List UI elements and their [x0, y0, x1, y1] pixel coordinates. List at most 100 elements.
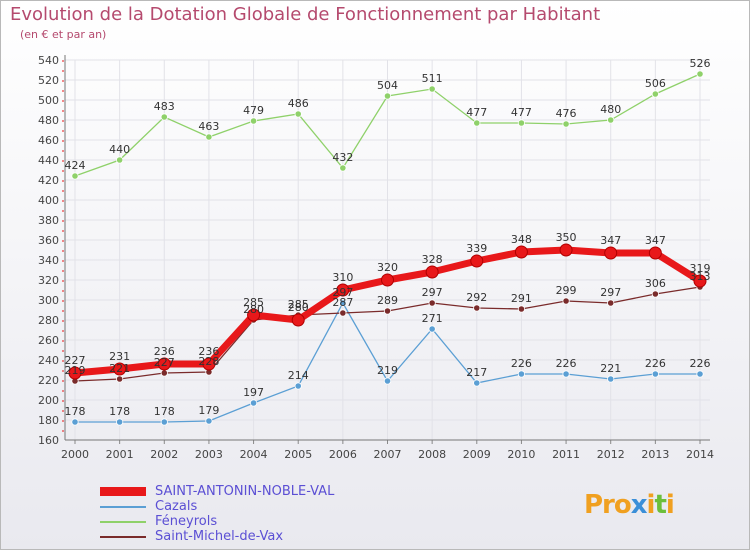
data-label: 483	[154, 100, 175, 113]
data-label: 347	[645, 234, 666, 247]
data-point	[157, 357, 171, 371]
data-point	[517, 119, 526, 127]
data-point	[160, 418, 168, 426]
data-point	[562, 370, 570, 378]
data-point	[473, 119, 481, 127]
data-point	[291, 313, 305, 327]
data-label: 280	[288, 301, 309, 314]
data-point	[425, 265, 439, 279]
data-point	[607, 116, 615, 124]
data-label: 432	[332, 151, 353, 164]
data-label: 231	[109, 350, 130, 363]
proxiti-logo: Proxiti	[584, 490, 675, 520]
data-point	[71, 418, 79, 426]
data-label: 476	[556, 107, 577, 120]
legend-swatch	[100, 506, 146, 508]
data-point	[202, 357, 216, 371]
logo-part-i2: i	[665, 490, 675, 520]
data-point	[383, 92, 392, 100]
data-label: 511	[422, 72, 443, 85]
data-label: 271	[422, 312, 443, 325]
data-point	[381, 273, 394, 287]
legend-label: Féneyrols	[155, 514, 218, 529]
x-tick-label: 2002	[150, 448, 178, 461]
legend-label: Saint-Michel-de-Vax	[155, 529, 284, 544]
data-label: 285	[243, 296, 264, 309]
data-point	[651, 290, 659, 298]
data-label: 486	[288, 97, 309, 110]
data-point	[294, 110, 302, 118]
data-point	[696, 370, 704, 378]
data-label: 197	[243, 386, 264, 399]
data-point	[336, 283, 350, 297]
data-point	[562, 120, 570, 128]
y-tick-label: 220	[38, 374, 59, 387]
data-point	[517, 370, 526, 378]
x-tick-label: 2000	[61, 448, 89, 461]
y-tick-label: 300	[38, 294, 59, 307]
legend-swatch	[100, 536, 146, 538]
data-point	[651, 370, 659, 378]
data-label: 287	[332, 296, 353, 309]
data-label: 178	[154, 405, 175, 418]
y-tick-label: 480	[38, 114, 59, 127]
data-point	[71, 172, 79, 180]
data-label: 504	[377, 79, 398, 92]
data-point	[116, 156, 124, 164]
y-tick-label: 280	[38, 314, 59, 327]
y-tick-label: 240	[38, 354, 59, 367]
data-label: 463	[198, 120, 219, 133]
data-point	[428, 85, 436, 93]
x-tick-label: 2007	[374, 448, 402, 461]
data-label: 480	[600, 103, 621, 116]
data-label: 424	[65, 159, 86, 172]
y-tick-label: 540	[38, 54, 59, 67]
data-point	[205, 133, 213, 141]
data-point	[205, 417, 213, 425]
y-tick-label: 340	[38, 254, 59, 267]
x-tick-label: 2004	[240, 448, 268, 461]
data-label: 291	[511, 292, 532, 305]
x-tick-label: 2008	[418, 448, 446, 461]
data-point	[651, 90, 659, 98]
data-label: 219	[377, 364, 398, 377]
data-point	[294, 382, 302, 390]
chart-subtitle: (en € et par an)	[20, 28, 107, 41]
data-label: 297	[422, 286, 443, 299]
data-label: 506	[645, 77, 666, 90]
y-tick-label: 400	[38, 194, 59, 207]
data-label: 310	[332, 271, 353, 284]
series-layer	[68, 70, 707, 426]
data-labels: 424 440 483 463 479 486 432 504 511 477 477 476 480 5…	[65, 57, 711, 418]
data-label: 226	[556, 357, 577, 370]
data-label: 226	[645, 357, 666, 370]
logo-part-x: x	[630, 490, 648, 520]
logo-part-i1: i	[646, 490, 656, 520]
data-label: 285	[288, 298, 309, 311]
data-point	[696, 70, 704, 78]
data-point	[562, 297, 570, 305]
data-label: 221	[109, 362, 130, 375]
data-label: 178	[65, 405, 86, 418]
data-point	[607, 375, 615, 383]
data-label: 221	[600, 362, 621, 375]
x-tick-label: 2009	[463, 448, 491, 461]
y-tick-label: 500	[38, 94, 59, 107]
data-point	[428, 299, 436, 307]
data-point	[473, 304, 481, 312]
y-tick-label: 260	[38, 334, 59, 347]
y-tick-label: 460	[38, 134, 59, 147]
data-label: 440	[109, 143, 130, 156]
data-label: 339	[466, 242, 487, 255]
data-point	[68, 366, 82, 380]
data-label: 228	[198, 355, 219, 368]
data-label: 226	[690, 357, 711, 370]
legend-label: SAINT-ANTONIN-NOBLE-VAL	[155, 484, 335, 499]
legend-swatch	[100, 487, 146, 496]
data-label: 219	[65, 364, 86, 377]
data-point	[116, 418, 124, 426]
data-label: 347	[600, 234, 621, 247]
data-point	[559, 243, 573, 257]
